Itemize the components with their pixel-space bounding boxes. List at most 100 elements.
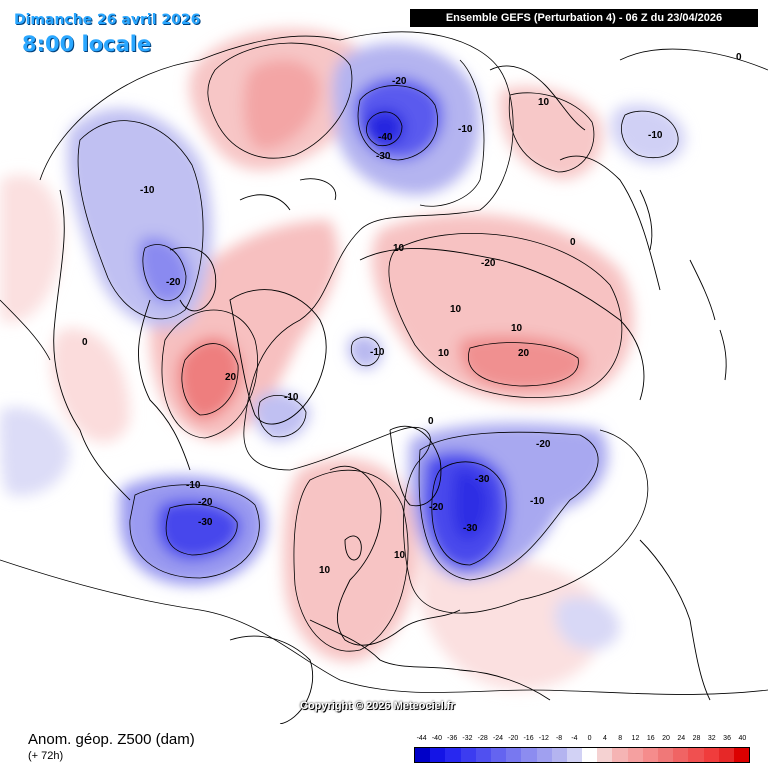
label-bering-0: 0 xyxy=(736,52,742,63)
color-scale-tick-label: 24 xyxy=(677,735,686,742)
label-canada-trough-10: -10 xyxy=(140,185,155,196)
color-scale-tick-label: 20 xyxy=(662,735,670,742)
label-pole-low-10: -10 xyxy=(370,347,385,358)
contour-bering-10 xyxy=(621,110,679,159)
color-scale-swatch xyxy=(475,748,491,762)
color-scale-tick-label: -36 xyxy=(447,735,458,742)
label-canada-trough-20: -20 xyxy=(166,277,181,288)
contour-north-pacific-30 xyxy=(357,85,438,161)
trough-north-pacific-inner xyxy=(363,109,405,147)
coast-uk xyxy=(344,535,362,561)
color-scale-swatch xyxy=(430,748,446,762)
coast-hudson-bay xyxy=(169,246,217,312)
color-scale-swatch xyxy=(490,748,507,762)
label-alaska-ridge-10: 10 xyxy=(538,97,550,108)
color-scale-tick-label: -24 xyxy=(492,735,504,742)
color-scale-swatch xyxy=(551,748,567,762)
coast-japan xyxy=(689,259,727,381)
label-north-pacific-low-10: -10 xyxy=(458,124,473,135)
color-scale-tick-label: -32 xyxy=(462,735,473,742)
label-siberia-ridge-20a: -20 xyxy=(481,258,496,269)
color-scale-swatch xyxy=(612,748,628,762)
label-siberia-ridge-10a: 10 xyxy=(393,243,405,254)
variable-title: Anom. géop. Z500 (dam) xyxy=(28,731,195,748)
color-scale-swatch xyxy=(597,748,613,762)
color-scale-tick-label: 40 xyxy=(738,735,747,742)
contour-zero-main xyxy=(39,31,649,614)
coast-india xyxy=(639,539,711,701)
coast-siberia xyxy=(359,248,645,401)
coast-asia-east xyxy=(559,155,661,291)
copyright-notice: Copyright © 2026 Meteociel.fr xyxy=(300,700,455,712)
color-scale-swatch xyxy=(627,748,643,762)
color-scale-swatch xyxy=(718,748,734,762)
date-title: Dimanche 26 avril 2026 xyxy=(14,12,201,28)
contour-west-atlantic-30 xyxy=(165,503,238,556)
coast-africa xyxy=(229,635,314,725)
trough-canada-core xyxy=(138,236,190,304)
color-scale-swatch xyxy=(415,748,431,762)
color-scale-tick-label: 36 xyxy=(723,735,731,742)
color-scale-legend: -44 -40 -36 -32 -28 -24 -20 -16 -12 -8 -4 0 4 8 12 16 20… xyxy=(414,735,750,765)
label-siberia-ridge-10b: 10 xyxy=(450,304,462,315)
color-scale-tick-label: -28 xyxy=(477,735,488,742)
coastlines xyxy=(53,65,727,725)
coast-north-america-east xyxy=(138,299,191,471)
color-scale-swatch xyxy=(733,748,750,762)
color-scale-swatch xyxy=(460,748,476,762)
label-north-pacific-low-30: -30 xyxy=(376,151,391,162)
label-north-pacific-low-20: -20 xyxy=(392,76,407,87)
contour-north-pacific-40 xyxy=(366,111,403,147)
trough-pole-small xyxy=(348,334,382,370)
contour-russia-20 xyxy=(418,431,599,581)
color-scale-bar xyxy=(414,747,750,763)
contour-russia-30 xyxy=(431,461,507,566)
contour-zero-pacific xyxy=(419,59,485,207)
label-north-pacific-low-40: -40 xyxy=(378,132,393,143)
label-russia-trough-20b: -20 xyxy=(429,502,444,513)
ridge-west-zone xyxy=(0,174,62,323)
label-russia-trough-30b: -30 xyxy=(463,523,478,534)
color-scale-tick-label: 8 xyxy=(618,735,623,742)
ridge-alaska-core xyxy=(243,59,320,150)
color-scale-swatch xyxy=(445,748,461,762)
label-siberia-ridge-10d: 10 xyxy=(438,348,450,359)
label-siberia-ridge-10c: 10 xyxy=(511,323,523,334)
lead-time: (+ 72h) xyxy=(28,750,64,762)
ridge-siberia-core xyxy=(459,335,586,390)
label-west-atlantic-low-10: -10 xyxy=(186,480,201,491)
label-russia-trough-10: -10 xyxy=(530,496,545,507)
contour-europe-10 xyxy=(293,469,409,652)
color-scale-tick-label: -4 xyxy=(571,735,578,742)
coast-scandinavia xyxy=(389,425,442,507)
color-scale-tick-label: 4 xyxy=(602,735,607,742)
label-europe-ridge-10b: 10 xyxy=(319,565,331,576)
trough-russia-inner xyxy=(452,469,490,540)
contour-greenland-20 xyxy=(181,343,239,416)
color-scale-tick-label: 32 xyxy=(707,735,716,742)
contour-south-zero xyxy=(0,559,768,695)
contour-label-group: -20 -40 -30 -10 10 0 -10 -10 -20 0 20 -1… xyxy=(82,52,742,576)
color-scale-tick-label: 12 xyxy=(631,735,640,742)
color-scale-swatch xyxy=(521,748,537,762)
color-scale-tick-label: -16 xyxy=(523,735,534,742)
trough-far-southwest xyxy=(0,407,70,496)
contour-siberia-20 xyxy=(468,342,579,387)
color-scale-ticks: -44 -40 -36 -32 -28 -24 -20 -16 -12 -8 -4 0 4 8 12 16 20… xyxy=(414,735,750,745)
contour-west-atlantic-20 xyxy=(129,484,260,579)
color-scale-swatch xyxy=(566,748,583,762)
trough-west-atlantic-core xyxy=(156,500,241,560)
color-scale-tick-label: 16 xyxy=(646,735,655,742)
label-greenland-ridge-20: 20 xyxy=(225,372,237,383)
color-scale-tick-label: -12 xyxy=(538,735,549,742)
coast-arctic-islands xyxy=(239,178,337,211)
color-scale-swatch xyxy=(536,748,552,762)
label-canada-0: 0 xyxy=(82,337,88,348)
color-scale-swatch xyxy=(658,748,674,762)
color-scale-tick-label: 0 xyxy=(587,735,592,742)
coast-north-america-west xyxy=(53,189,131,501)
contour-lines xyxy=(0,31,768,695)
ridge-europe-zone xyxy=(283,458,418,662)
contour-canada-20 xyxy=(142,244,187,302)
color-scale-swatch xyxy=(582,748,598,762)
